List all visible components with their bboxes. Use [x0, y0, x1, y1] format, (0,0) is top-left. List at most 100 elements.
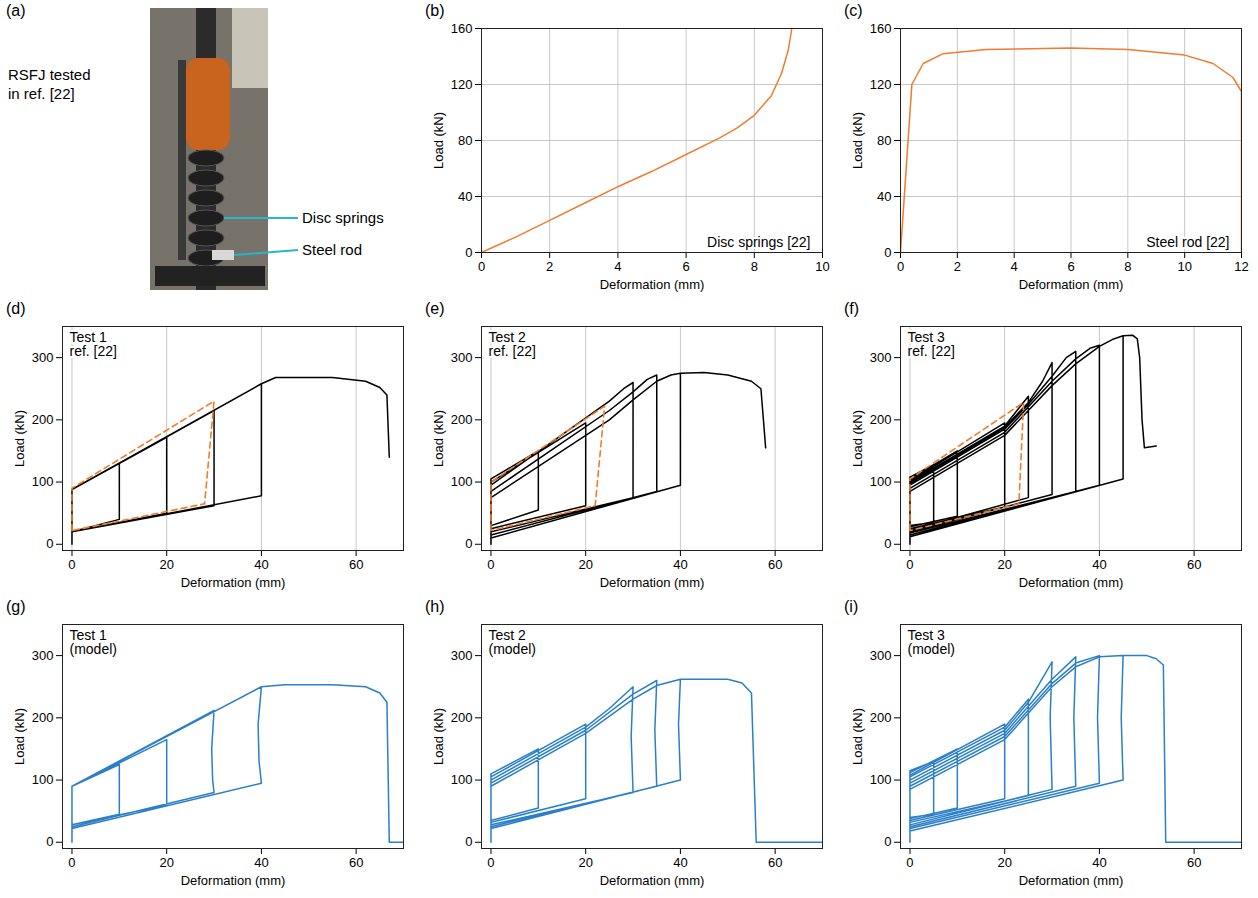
svg-text:Deformation (mm): Deformation (mm) [1019, 873, 1124, 888]
svg-text:Steel rod: Steel rod [302, 241, 362, 258]
svg-text:20: 20 [159, 855, 173, 870]
svg-text:Deformation (mm): Deformation (mm) [600, 575, 705, 590]
svg-text:Deformation (mm): Deformation (mm) [600, 277, 705, 292]
svg-text:8: 8 [1124, 259, 1131, 274]
svg-text:0: 0 [465, 536, 472, 551]
svg-text:Deformation (mm): Deformation (mm) [181, 873, 286, 888]
svg-text:100: 100 [32, 474, 54, 489]
svg-text:0: 0 [46, 536, 53, 551]
svg-text:4: 4 [614, 259, 621, 274]
svg-text:2: 2 [954, 259, 961, 274]
svg-text:0: 0 [487, 855, 494, 870]
svg-text:200: 200 [32, 710, 54, 725]
svg-text:0: 0 [68, 557, 75, 572]
svg-text:0: 0 [46, 834, 53, 849]
svg-text:80: 80 [458, 133, 472, 148]
svg-text:Test 2ref. [22]: Test 2ref. [22] [489, 329, 536, 359]
svg-text:0: 0 [487, 557, 494, 572]
svg-text:20: 20 [578, 557, 592, 572]
svg-text:Disc springs [22]: Disc springs [22] [707, 234, 810, 250]
svg-text:160: 160 [451, 21, 473, 36]
svg-text:Test 3(model): Test 3(model) [908, 627, 955, 657]
svg-text:40: 40 [1092, 557, 1106, 572]
svg-text:0: 0 [884, 245, 891, 260]
svg-text:4: 4 [1011, 259, 1018, 274]
svg-text:60: 60 [768, 557, 782, 572]
svg-text:200: 200 [451, 710, 473, 725]
svg-text:80: 80 [877, 133, 891, 148]
svg-text:Deformation (mm): Deformation (mm) [181, 575, 286, 590]
svg-text:200: 200 [32, 412, 54, 427]
svg-text:300: 300 [451, 350, 473, 365]
svg-text:0: 0 [897, 259, 904, 274]
svg-text:160: 160 [870, 21, 892, 36]
svg-text:60: 60 [1187, 557, 1201, 572]
svg-text:200: 200 [870, 710, 892, 725]
svg-text:100: 100 [451, 474, 473, 489]
svg-text:Disc springs: Disc springs [302, 209, 384, 226]
svg-text:40: 40 [1092, 855, 1106, 870]
svg-text:200: 200 [451, 412, 473, 427]
svg-text:60: 60 [349, 855, 363, 870]
svg-text:0: 0 [884, 834, 891, 849]
svg-text:300: 300 [870, 648, 892, 663]
svg-text:12: 12 [1234, 259, 1248, 274]
svg-text:100: 100 [870, 772, 892, 787]
svg-text:6: 6 [1067, 259, 1074, 274]
svg-text:10: 10 [1177, 259, 1191, 274]
svg-text:Test 1ref. [22]: Test 1ref. [22] [70, 329, 117, 359]
svg-text:20: 20 [997, 557, 1011, 572]
svg-text:120: 120 [451, 77, 473, 92]
svg-text:Deformation (mm): Deformation (mm) [1019, 277, 1124, 292]
svg-text:0: 0 [906, 855, 913, 870]
svg-text:40: 40 [254, 855, 268, 870]
svg-text:Test 3ref. [22]: Test 3ref. [22] [908, 329, 955, 359]
svg-text:60: 60 [349, 557, 363, 572]
svg-text:300: 300 [32, 648, 54, 663]
svg-text:40: 40 [254, 557, 268, 572]
svg-text:6: 6 [682, 259, 689, 274]
svg-text:120: 120 [870, 77, 892, 92]
svg-text:0: 0 [68, 855, 75, 870]
svg-text:Load (kN): Load (kN) [850, 708, 865, 765]
svg-text:100: 100 [451, 772, 473, 787]
svg-text:Load (kN): Load (kN) [431, 708, 446, 765]
svg-text:300: 300 [870, 350, 892, 365]
svg-text:0: 0 [465, 245, 472, 260]
svg-text:0: 0 [906, 557, 913, 572]
svg-text:Test 1(model): Test 1(model) [70, 627, 117, 657]
svg-text:Deformation (mm): Deformation (mm) [1019, 575, 1124, 590]
svg-text:300: 300 [451, 648, 473, 663]
svg-text:40: 40 [458, 189, 472, 204]
svg-text:40: 40 [673, 855, 687, 870]
svg-text:8: 8 [751, 259, 758, 274]
svg-text:100: 100 [870, 474, 892, 489]
svg-text:20: 20 [997, 855, 1011, 870]
svg-text:200: 200 [870, 412, 892, 427]
svg-text:0: 0 [465, 834, 472, 849]
svg-text:0: 0 [884, 536, 891, 551]
svg-text:40: 40 [673, 557, 687, 572]
svg-text:60: 60 [768, 855, 782, 870]
svg-text:60: 60 [1187, 855, 1201, 870]
svg-text:RSFJ testedin ref. [22]: RSFJ testedin ref. [22] [8, 66, 91, 102]
svg-text:Load (kN): Load (kN) [12, 410, 27, 467]
svg-text:Steel rod [22]: Steel rod [22] [1146, 234, 1229, 250]
svg-text:20: 20 [578, 855, 592, 870]
html-text:(a): (a) [6, 2, 26, 19]
svg-text:0: 0 [478, 259, 485, 274]
svg-text:Deformation (mm): Deformation (mm) [600, 873, 705, 888]
svg-text:300: 300 [32, 350, 54, 365]
svg-text:Load (kN): Load (kN) [431, 410, 446, 467]
html-text:(b): (b) [425, 2, 445, 19]
svg-text:Load (kN): Load (kN) [12, 708, 27, 765]
svg-text:100: 100 [32, 772, 54, 787]
svg-text:Load (kN): Load (kN) [850, 112, 865, 169]
svg-text:Test 2(model): Test 2(model) [489, 627, 536, 657]
svg-text:Load (kN): Load (kN) [850, 410, 865, 467]
svg-text:2: 2 [546, 259, 553, 274]
svg-text:20: 20 [159, 557, 173, 572]
svg-text:10: 10 [815, 259, 829, 274]
svg-text:40: 40 [877, 189, 891, 204]
svg-text:Load (kN): Load (kN) [431, 112, 446, 169]
